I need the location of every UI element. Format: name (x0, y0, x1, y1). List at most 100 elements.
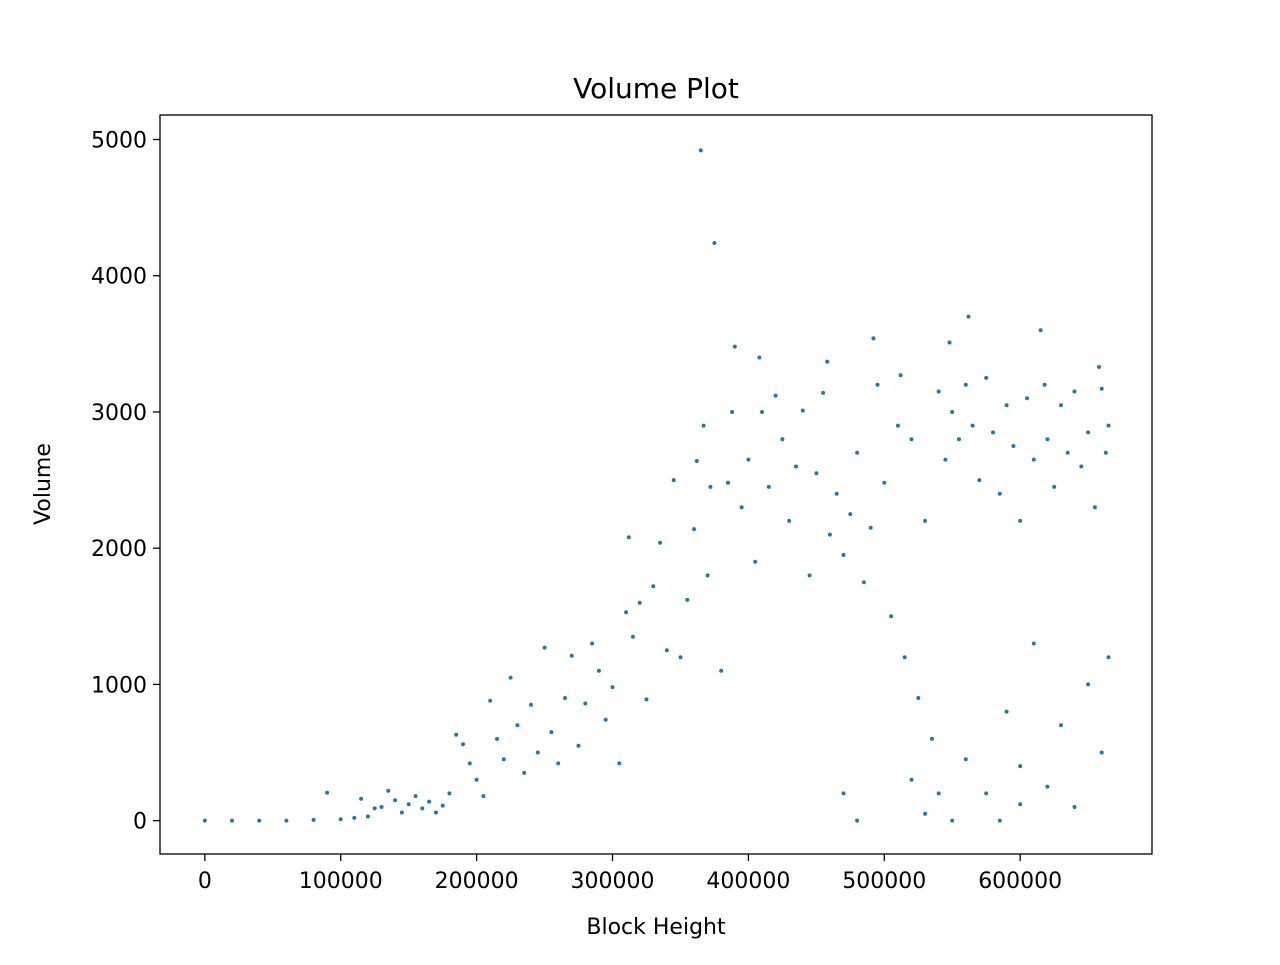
y-tick-label: 5000 (91, 129, 147, 154)
data-point (936, 791, 941, 796)
data-point (760, 410, 764, 414)
data-point (365, 814, 370, 819)
data-point (522, 770, 527, 775)
data-point (963, 382, 968, 387)
data-point (807, 573, 812, 578)
data-point (678, 655, 683, 660)
data-point (692, 527, 696, 532)
data-point (923, 518, 928, 523)
data-point (617, 761, 622, 766)
data-point (1059, 403, 1063, 408)
data-point (841, 553, 846, 557)
data-point (1025, 396, 1029, 401)
data-point (923, 811, 928, 816)
data-point (515, 723, 520, 728)
data-point (440, 803, 445, 808)
data-point (848, 512, 853, 517)
data-point (1045, 784, 1050, 789)
data-point (399, 810, 404, 815)
x-tick-label: 600000 (978, 869, 1062, 894)
data-point (1097, 365, 1101, 369)
data-point (757, 355, 762, 360)
data-point (311, 817, 316, 822)
data-point (1018, 802, 1023, 807)
data-point (433, 810, 438, 815)
data-point (624, 610, 629, 615)
data-point (726, 480, 730, 485)
data-point (898, 373, 903, 378)
x-tick-label: 0 (198, 869, 212, 894)
data-point (467, 761, 472, 766)
data-point (827, 532, 832, 537)
data-point (406, 802, 411, 807)
data-point (1103, 450, 1108, 455)
data-point (447, 791, 452, 796)
data-point (794, 464, 798, 469)
data-point (508, 675, 513, 680)
data-point (556, 761, 561, 766)
data-point (834, 491, 839, 496)
x-tick-label: 500000 (842, 869, 926, 894)
data-point (1065, 450, 1070, 455)
data-point (1086, 682, 1091, 687)
data-point (644, 697, 649, 702)
data-point (1086, 430, 1091, 435)
data-point (753, 559, 758, 564)
x-tick-label: 300000 (571, 869, 655, 894)
data-point (841, 791, 846, 796)
x-tick-label: 100000 (299, 869, 383, 894)
data-point (284, 818, 289, 823)
data-point (746, 457, 751, 462)
data-point (732, 344, 737, 349)
data-point (651, 584, 656, 589)
data-point (658, 540, 663, 545)
data-point (902, 655, 907, 660)
data-point (1106, 423, 1111, 428)
data-point (1099, 386, 1104, 391)
data-point (454, 732, 459, 737)
data-point (626, 535, 631, 540)
data-point (1011, 444, 1016, 448)
data-point (984, 791, 989, 796)
data-point (889, 614, 894, 619)
data-point (413, 794, 418, 799)
data-point (685, 597, 690, 602)
plot-area (159, 114, 1153, 855)
data-point (1031, 457, 1036, 462)
y-tick-label: 2000 (91, 537, 147, 562)
data-point (957, 437, 961, 442)
data-point (1042, 382, 1047, 387)
y-tick-label: 1000 (91, 673, 147, 698)
data-point (461, 742, 465, 747)
data-point (977, 478, 982, 483)
data-point (359, 796, 364, 801)
data-point (257, 818, 262, 823)
data-point (871, 336, 876, 341)
data-point (542, 645, 547, 650)
data-point (698, 148, 703, 153)
chart-title: Volume Plot (573, 72, 739, 105)
data-point (529, 702, 533, 707)
data-point (1004, 709, 1009, 714)
data-point (963, 757, 968, 762)
data-point (909, 437, 914, 442)
data-point (895, 423, 900, 428)
data-point (943, 457, 948, 462)
data-point (386, 788, 391, 793)
data-point (664, 648, 669, 653)
data-point (202, 818, 207, 823)
data-point (909, 777, 914, 782)
data-point (739, 505, 744, 510)
data-point (501, 757, 506, 762)
data-point (352, 815, 357, 820)
data-point (997, 818, 1002, 823)
data-point (984, 375, 989, 380)
y-tick-label: 4000 (91, 265, 147, 290)
data-point (916, 696, 921, 700)
data-point (1106, 655, 1111, 660)
data-point (590, 641, 595, 646)
data-point (882, 480, 887, 485)
data-point (338, 817, 343, 822)
data-point (780, 437, 785, 442)
